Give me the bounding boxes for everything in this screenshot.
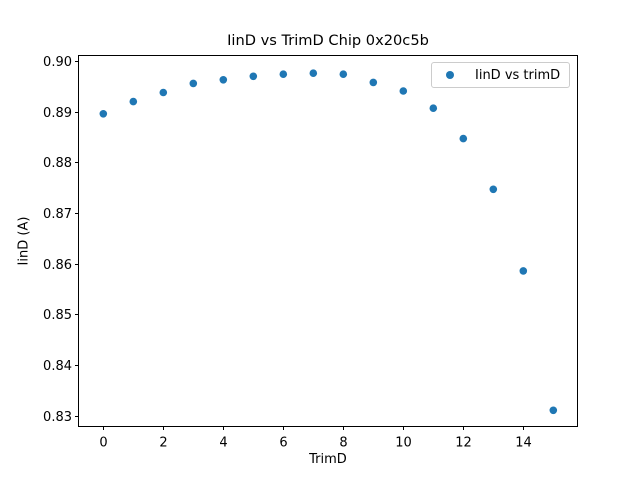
data-point xyxy=(429,104,438,112)
data-point xyxy=(159,88,168,97)
x-tick-label: 8 xyxy=(339,436,347,451)
y-tick-label: 0.89 xyxy=(43,106,72,121)
y-tick-label: 0.88 xyxy=(43,156,72,171)
x-axis-label: TrimD xyxy=(309,452,347,467)
x-tick-label: 6 xyxy=(279,436,287,451)
data-point xyxy=(189,79,198,88)
legend: IinD vs trimD xyxy=(431,62,570,88)
x-tick-label: 0 xyxy=(99,436,107,451)
y-tick-label: 0.84 xyxy=(43,359,72,374)
data-point xyxy=(519,267,528,275)
y-tick-label: 0.83 xyxy=(43,410,72,425)
data-point xyxy=(309,69,318,77)
data-point xyxy=(489,185,498,194)
x-tick-label: 4 xyxy=(219,436,227,451)
x-tick-label: 14 xyxy=(515,436,532,451)
y-tick-label: 0.90 xyxy=(43,55,72,70)
data-point xyxy=(249,72,258,81)
y-tick-label: 0.87 xyxy=(43,207,72,222)
x-tick-label: 10 xyxy=(395,436,412,451)
data-point xyxy=(279,70,288,78)
axes-border xyxy=(78,55,578,427)
y-tick-label: 0.85 xyxy=(43,308,72,323)
data-point xyxy=(219,76,228,84)
data-point xyxy=(549,406,558,415)
y-tick-label: 0.86 xyxy=(43,258,72,273)
x-tick-label: 12 xyxy=(455,436,472,451)
legend-marker-dot-icon xyxy=(446,71,454,79)
legend-label: IinD vs trimD xyxy=(475,67,561,83)
data-point xyxy=(399,87,408,95)
data-point xyxy=(99,110,108,118)
data-point xyxy=(369,78,378,87)
chart-title: IinD vs TrimD Chip 0x20c5b xyxy=(227,32,429,49)
data-point xyxy=(129,97,138,106)
x-tick-label: 2 xyxy=(159,436,167,451)
data-point xyxy=(459,134,468,143)
data-point xyxy=(339,70,348,78)
